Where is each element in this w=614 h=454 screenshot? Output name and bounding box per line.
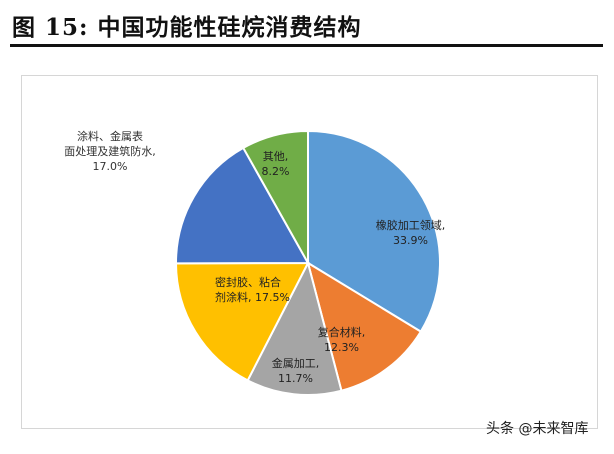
- slice-label: 金属加工, 11.7%: [272, 356, 320, 385]
- slice-label: 橡胶加工领域, 33.9%: [376, 218, 446, 247]
- pie-slice: [174, 261, 310, 382]
- figure-title: 图 15: 中国功能性硅烷消费结构: [12, 14, 362, 41]
- pie-slice: [306, 260, 423, 392]
- slice-label: 密封胶、粘合剂涂料, 17.5%: [215, 275, 290, 304]
- pie-slice: [175, 146, 310, 265]
- chart-frame: 橡胶加工领域, 33.9% 复合材料, 12.3% 金属加工, 11.7% 密封胶、粘合剂涂…: [21, 75, 598, 429]
- slice-label: 复合材料, 12.3%: [318, 325, 366, 354]
- title-rule: [10, 44, 603, 47]
- pie-slice: [241, 129, 309, 267]
- slice-label: 其他, 8.2%: [262, 150, 290, 178]
- pie-slice: [246, 260, 343, 396]
- pie-chart: 橡胶加工领域, 33.9% 复合材料, 12.3%金属加工, 11.7% 密封胶、粘合剂涂…: [64, 129, 446, 396]
- watermark: 头条 @未来智库: [486, 421, 589, 437]
- slice-label: 涂料、金属表面处理及建筑防水, 17.0%: [64, 129, 156, 173]
- pie-slice: [307, 129, 441, 333]
